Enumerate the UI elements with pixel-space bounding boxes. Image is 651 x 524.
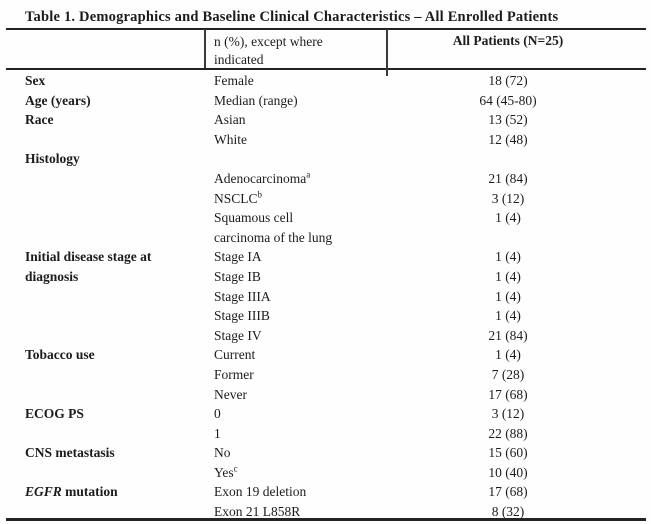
- row-value-cell: 10 (40): [488, 464, 528, 480]
- header-patients-cell: All Patients (N=25): [452, 33, 564, 48]
- row-category-cell: Female: [214, 73, 254, 88]
- row-value-cell: 13 (52): [488, 112, 528, 128]
- row-category-cell: Yesc: [214, 463, 238, 480]
- table-row: Initial disease stage at Stage IA 1 (4): [0, 247, 651, 267]
- row-category-cell: Squamous cell: [214, 210, 294, 226]
- row-value-cell: 21 (84): [488, 170, 528, 186]
- table-row: Exon 21 L858R 8 (32): [0, 502, 651, 522]
- table-row: Age (years) Median (range) 64 (45-80): [0, 91, 651, 111]
- table-row: Sex Female 18 (72): [0, 71, 651, 91]
- footnote-marker-c: c: [233, 463, 238, 474]
- row-category-cell: 0: [214, 406, 221, 422]
- footnote-marker-b: b: [257, 189, 263, 200]
- row-value-cell: 8 (32): [491, 504, 525, 520]
- table-row: diagnosis Stage IB 1 (4): [0, 267, 651, 287]
- row-value-cell: 7 (28): [491, 366, 525, 382]
- row-value-cell: 1 (4): [495, 288, 521, 304]
- table-row: White 12 (48): [0, 130, 651, 150]
- row-label-cell: Initial disease stage at: [25, 249, 152, 265]
- row-value-cell: 12 (48): [488, 131, 528, 147]
- title-underline-rule: [6, 28, 646, 30]
- table-row: EGFR mutation Exon 19 deletion 17 (68): [0, 482, 651, 502]
- row-value-cell: 3 (12): [491, 190, 525, 206]
- table-title: Table 1. Demographics and Baseline Clini…: [25, 9, 559, 25]
- row-category-cell: White: [214, 131, 247, 147]
- table-row: Race Asian 13 (52): [0, 110, 651, 130]
- row-label-cell: diagnosis: [25, 268, 79, 284]
- row-label-cell: Sex: [25, 73, 46, 88]
- row-category-cell: Exon 19 deletion: [214, 484, 307, 500]
- header-divider-col2-col3: [386, 29, 388, 76]
- row-category-cell: Adenocarcinomaa: [214, 169, 311, 186]
- table-row: carcinoma of the lung: [0, 228, 651, 248]
- row-category-cell: Stage IA: [214, 249, 262, 265]
- row-category-cell: Never: [214, 386, 247, 402]
- table-row: Never 17 (68): [0, 385, 651, 405]
- row-category-cell: carcinoma of the lung: [214, 229, 333, 245]
- row-value-cell: 17 (68): [488, 386, 528, 402]
- table-row: Adenocarcinomaa 21 (84): [0, 169, 651, 189]
- row-value-cell: 18 (72): [488, 73, 528, 88]
- row-category-cell: Stage IIIB: [214, 308, 270, 324]
- row-category-cell: Current: [214, 347, 256, 363]
- row-value-cell: 15 (60): [488, 445, 528, 461]
- table-row: NSCLCb 3 (12): [0, 189, 651, 209]
- row-category-cell: No: [214, 445, 231, 461]
- row-value-cell: 3 (12): [491, 406, 525, 422]
- row-category-cell: 1: [214, 425, 221, 441]
- row-value-cell: 1 (4): [495, 308, 521, 324]
- table-row: ECOG PS 0 3 (12): [0, 404, 651, 424]
- row-label-cell: EGFR mutation: [25, 484, 118, 500]
- row-value-cell: 1 (4): [495, 249, 521, 265]
- row-category-cell: Stage IIIA: [214, 288, 271, 304]
- row-label-cell: CNS metastasis: [25, 445, 115, 461]
- table-row: Stage IIIB 1 (4): [0, 306, 651, 326]
- header-divider-col1-col2: [204, 29, 206, 68]
- row-category-cell: Exon 21 L858R: [214, 504, 301, 520]
- row-category-cell: Stage IV: [214, 327, 262, 343]
- row-value-cell: 1 (4): [495, 210, 521, 226]
- table-row: Squamous cell 1 (4): [0, 208, 651, 228]
- table-row: Former 7 (28): [0, 365, 651, 385]
- table-row: Histology: [0, 149, 651, 169]
- table-row: Yesc 10 (40): [0, 463, 651, 483]
- row-value-cell: 1 (4): [495, 347, 521, 363]
- row-value-cell: 22 (88): [488, 425, 528, 441]
- table-row: Stage IV 21 (84): [0, 326, 651, 346]
- row-category-cell: Median (range): [214, 92, 298, 108]
- egfr-gene-italic: EGFR: [25, 484, 62, 500]
- row-label-cell: Age (years): [25, 92, 91, 108]
- table-row: Tobacco use Current 1 (4): [0, 345, 651, 365]
- table-row: 1 22 (88): [0, 424, 651, 444]
- footnote-marker-a: a: [306, 169, 311, 180]
- header-bottom-rule: [6, 68, 646, 70]
- row-label-cell: Tobacco use: [25, 347, 95, 363]
- row-value-cell: 64 (45-80): [479, 92, 537, 108]
- row-value-cell: 1 (4): [495, 268, 521, 284]
- row-label-cell: Histology: [25, 151, 80, 167]
- row-value-cell: 21 (84): [488, 327, 528, 343]
- table-row: CNS metastasis No 15 (60): [0, 443, 651, 463]
- row-category-cell: Stage IB: [214, 268, 261, 284]
- table-bottom-rule: [6, 518, 646, 521]
- row-category-cell: Former: [214, 366, 254, 382]
- header-measure-cell: n (%), except where indicated: [214, 34, 323, 67]
- row-value-cell: 17 (68): [488, 484, 528, 500]
- row-label-cell: ECOG PS: [25, 406, 84, 422]
- row-category-cell: Asian: [214, 112, 246, 128]
- row-category-cell: NSCLCb: [214, 189, 263, 206]
- table-row: Stage IIIA 1 (4): [0, 287, 651, 307]
- table-body: Sex Female 18 (72) Age (years) Median (r…: [0, 71, 651, 522]
- row-label-cell: Race: [25, 112, 54, 128]
